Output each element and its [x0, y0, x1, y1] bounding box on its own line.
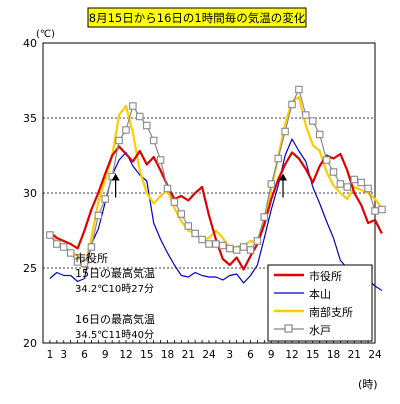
x-tick-label: 6 [81, 349, 88, 361]
y-tick-label: 20 [23, 337, 37, 350]
series-marker-3 [156, 156, 165, 164]
series-marker-3 [350, 175, 359, 184]
legend-label-mito: 水戸 [309, 324, 331, 337]
series-marker-3 [239, 243, 248, 251]
series-marker-3 [205, 240, 213, 248]
x-tick-label: 24 [368, 349, 382, 361]
series-marker-3 [198, 235, 206, 244]
series-marker-3 [191, 229, 199, 238]
x-tick-label: 3 [60, 349, 67, 361]
series-marker-3 [115, 136, 123, 145]
y-unit-label: (℃) [36, 29, 55, 40]
series-marker-3 [246, 246, 255, 254]
y-tick-label: 25 [23, 262, 37, 275]
annotation-1-line2: 15日の最高気温 [75, 266, 155, 280]
series-marker-3 [322, 156, 331, 164]
series-marker-3 [101, 195, 109, 203]
series-marker-3 [136, 112, 144, 121]
series-marker-3 [253, 237, 262, 245]
series-marker-3 [336, 180, 345, 188]
legend-marker-mito [284, 324, 293, 333]
x-tick-label: 9 [268, 349, 275, 361]
series-marker-3 [87, 243, 96, 251]
x-tick-label: 15 [306, 349, 319, 361]
series-marker-3 [260, 213, 269, 221]
annotation-1-line1: 市役所 [75, 251, 108, 265]
series-marker-3 [170, 198, 179, 206]
series-marker-3 [226, 244, 234, 253]
chart-title: 8月15日から16日の1時間毎の気温の変化 [89, 11, 306, 25]
x-tick-label: 15 [140, 349, 153, 361]
x-tick-label: 6 [247, 349, 254, 361]
arrows [111, 173, 288, 198]
series-marker-3 [149, 136, 158, 145]
x-tick-label: 24 [202, 349, 216, 361]
series-marker-3 [288, 100, 296, 109]
annotation-2-line1: 16日の最高気温 [75, 312, 155, 326]
series-marker-3 [274, 154, 282, 163]
legend-label-nanbu: 南部支所 [309, 305, 353, 319]
x-tick-label: 21 [348, 349, 361, 361]
series-marker-3 [329, 168, 338, 176]
series-marker-3 [212, 240, 220, 248]
series-marker-3 [371, 207, 379, 215]
series-marker-3 [177, 210, 186, 218]
y-tick-label: 40 [23, 37, 37, 50]
y-tick-label: 35 [23, 112, 37, 125]
x-tick-label: 18 [161, 349, 174, 361]
series-marker-3 [184, 222, 193, 230]
series-marker-3 [281, 127, 289, 136]
arrow-head-1 [279, 173, 288, 181]
series-marker-3 [163, 184, 172, 193]
series-marker-3 [66, 249, 75, 257]
series-marker-3 [232, 246, 241, 254]
series-marker-3 [129, 102, 137, 110]
series-line-0 [49, 145, 383, 271]
x-tick-label: 12 [285, 349, 298, 361]
x-axis-ticks: 1 3 6 9 12 15 18 21 24 3 6 9 12 15 18 21 24 [47, 340, 382, 361]
chart-title-box: 8月15日から16日の1時間毎の気温の変化 [87, 7, 307, 28]
x-tick-label: 3 [226, 349, 233, 361]
series-marker-3 [315, 130, 324, 139]
series-line-2 [49, 95, 383, 270]
series-marker-3 [295, 85, 303, 94]
series-marker-3 [343, 183, 352, 191]
annotation-2-line2: 34.5℃11時40分 [75, 329, 154, 341]
x-tick-label: 12 [119, 349, 132, 361]
series-marker-3 [309, 117, 317, 125]
legend: 市役所 本山 南部支所 水戸 [267, 264, 373, 342]
series-marker-3 [122, 126, 130, 134]
y-tick-label: 30 [23, 187, 37, 200]
series-marker-3 [219, 241, 227, 250]
series-marker-3 [59, 243, 68, 251]
annotation-1-line3: 34.2℃10時27分 [75, 283, 154, 295]
annotation-2: 16日の最高気温 34.5℃11時40分 [75, 312, 155, 341]
series-marker-3 [46, 231, 54, 239]
series-marker-3 [378, 205, 386, 214]
legend-label-shiyakusho: 市役所 [309, 269, 342, 283]
series-marker-3 [302, 111, 310, 119]
legend-label-motoyama: 本山 [309, 287, 331, 301]
x-tick-label: 1 [47, 349, 54, 361]
series-layer [46, 85, 386, 292]
series-marker-3 [143, 121, 151, 130]
series-marker-3 [94, 211, 103, 220]
series-marker-3 [80, 259, 89, 268]
x-unit-label: (時) [358, 378, 378, 391]
series-marker-3 [53, 240, 61, 248]
arrow-head-0 [111, 173, 120, 181]
y-axis-ticks: 20 25 30 35 40 [23, 37, 37, 350]
annotation-1: 市役所 15日の最高気温 34.2℃10時27分 [75, 251, 155, 295]
series-marker-3 [357, 178, 365, 187]
x-tick-label: 18 [327, 349, 340, 361]
series-marker-3 [364, 184, 372, 193]
series-marker-3 [267, 180, 276, 188]
x-tick-label: 21 [182, 349, 195, 361]
x-tick-label: 9 [102, 349, 109, 361]
